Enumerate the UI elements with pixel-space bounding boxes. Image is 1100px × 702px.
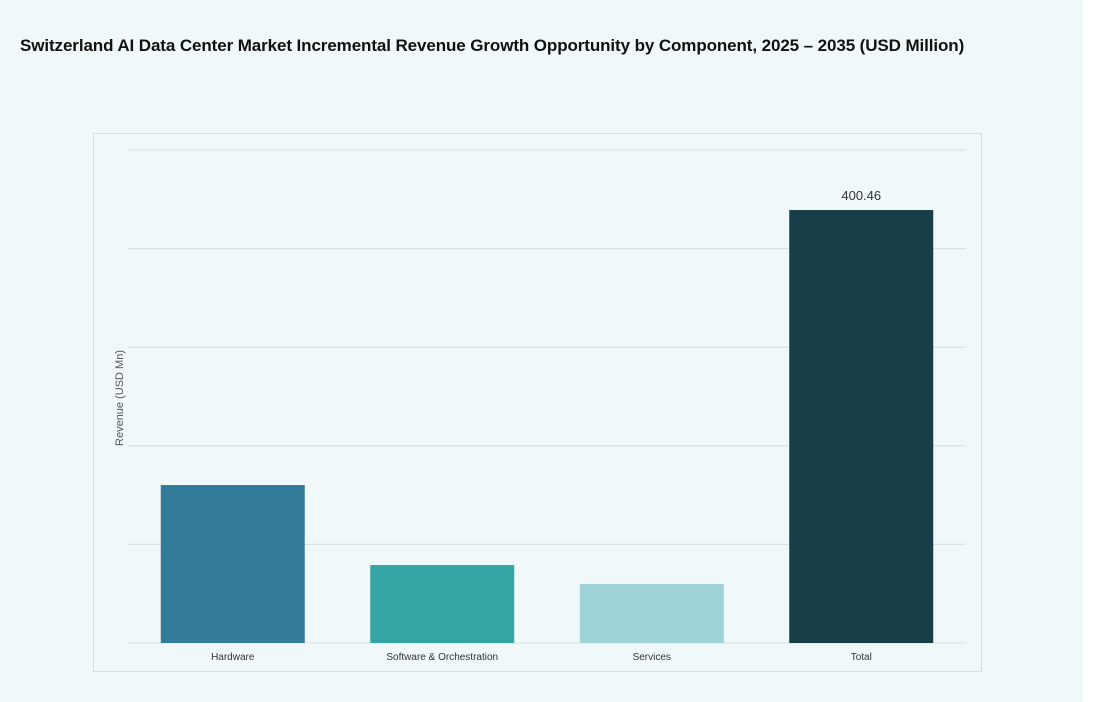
x-tick-label: Services <box>633 652 671 663</box>
y-axis-label: Revenue (USD Mn) <box>114 350 126 446</box>
bar-hardware <box>160 485 305 643</box>
x-tick-label: Hardware <box>211 652 255 663</box>
x-tick-label: Software & Orchestration <box>386 652 498 663</box>
bar-services <box>579 583 724 643</box>
bar-total <box>789 210 934 643</box>
chart-title: Switzerland AI Data Center Market Increm… <box>20 36 965 55</box>
data-label: 400.46 <box>841 188 881 203</box>
x-tick-label: Total <box>851 652 872 663</box>
bar-software-orchestration <box>370 565 515 643</box>
chart-panel <box>93 133 982 672</box>
